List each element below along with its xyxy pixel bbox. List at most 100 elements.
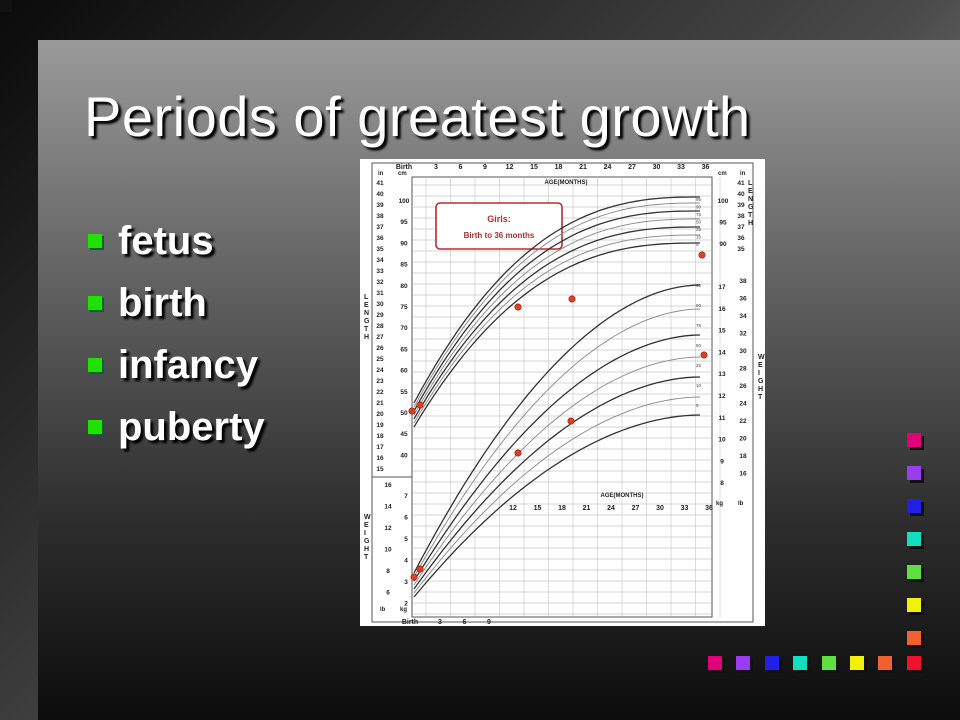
lower-axis-tick-label: 30: [656, 505, 664, 512]
lower-left-lb-tick: 12: [384, 525, 392, 532]
left-inch-tick: 24: [376, 367, 384, 374]
right-lb-tick: 26: [739, 383, 747, 390]
left-inch-tick: 39: [376, 202, 384, 209]
bottom-axis-tick-label: Birth: [402, 619, 418, 626]
weight-percentile-curve: [413, 396, 701, 594]
bullet-square-icon: [88, 234, 102, 248]
measurement-point: [700, 351, 708, 359]
top-axis-tick-label: 18: [555, 164, 563, 171]
unit-label: cm: [398, 171, 407, 177]
left-cm-tick: 95: [400, 219, 408, 226]
top-axis-tick-label: 15: [530, 164, 538, 171]
left-inch-tick: 18: [376, 433, 384, 440]
right-lb-tick: 20: [739, 436, 747, 443]
lower-axis-tick-label: 33: [681, 505, 689, 512]
unit-label: kg: [716, 501, 723, 507]
length-percentile-curve: [413, 218, 700, 416]
right-lb-tick: 16: [739, 471, 747, 478]
percentile-label: 5: [696, 242, 699, 247]
decor-square: [907, 631, 921, 645]
measurement-point: [568, 295, 576, 303]
right-inch-tick: 38: [737, 213, 745, 220]
bullet-text: puberty: [118, 404, 265, 449]
callout-box: [435, 202, 563, 250]
right-lb-tick: 24: [739, 401, 747, 408]
measurement-point: [408, 407, 416, 415]
measurement-point: [416, 565, 424, 573]
top-axis-tick-label: 24: [604, 164, 612, 171]
unit-label: lb: [380, 607, 386, 613]
unit-label: lb: [738, 501, 744, 507]
measurement-point: [698, 251, 706, 259]
right-inch-tick: 37: [737, 224, 745, 231]
left-inch-tick: 37: [376, 224, 384, 231]
percentile-label: 10: [696, 235, 702, 240]
measurement-point: [514, 303, 522, 311]
lower-axis-tick-label: 15: [534, 505, 542, 512]
callout-title: Girls:: [487, 214, 511, 224]
right-kg-tick: 10: [718, 437, 726, 444]
left-inch-tick: 40: [376, 191, 384, 198]
left-inch-tick: 38: [376, 213, 384, 220]
decor-square: [793, 656, 808, 670]
bullet-item: puberty: [88, 396, 265, 458]
right-kg-tick: 8: [720, 480, 724, 487]
length-percentile-curve: [413, 234, 700, 424]
decor-square: [907, 499, 921, 513]
left-inch-tick: 16: [376, 455, 384, 462]
left-inch-tick: 31: [376, 290, 384, 297]
right-inch-tick: 39: [737, 202, 745, 209]
right-kg-tick: 12: [718, 393, 726, 400]
left-inch-tick: 17: [376, 444, 384, 451]
left-inch-tick: 22: [376, 389, 384, 396]
left-cm-tick: 65: [400, 346, 408, 353]
left-cm-tick: 90: [400, 240, 408, 247]
left-cm-tick: 80: [400, 283, 408, 290]
decor-square: [907, 433, 921, 447]
left-cm-tick: 70: [400, 325, 408, 332]
right-inch-tick: 36: [737, 235, 745, 242]
right-kg-tick: 17: [718, 284, 726, 291]
right-inch-tick: 35: [737, 246, 745, 253]
corner-mark: [0, 0, 12, 12]
bullet-item: fetus: [88, 210, 265, 272]
lower-left-kg-tick: 7: [404, 493, 408, 500]
left-inch-tick: 34: [376, 257, 384, 264]
decor-square: [907, 532, 921, 546]
percentile-label: 25: [696, 227, 702, 232]
lower-axis-tick-label: 36: [705, 505, 713, 512]
length-percentile-curve: [413, 210, 700, 412]
decor-square: [907, 565, 921, 579]
right-kg-tick: 11: [719, 415, 726, 422]
length-percentile-curve: [413, 242, 700, 428]
lower-axis-tick-label: 12: [509, 505, 517, 512]
top-axis-tick-label: 9: [483, 164, 487, 171]
right-kg-tick: 13: [718, 371, 726, 378]
slide-title: Periods of greatest growth: [84, 85, 751, 148]
percentile-label: 75: [696, 323, 702, 328]
right-lb-tick: 28: [739, 366, 747, 373]
left-cm-tick: 75: [400, 304, 408, 311]
bottom-axis-tick-label: 6: [463, 619, 467, 626]
top-axis-tick-label: 30: [653, 164, 661, 171]
lower-left-kg-tick: 3: [404, 579, 408, 586]
left-cm-tick: 100: [399, 198, 410, 205]
percentile-label: 90: [696, 303, 702, 308]
left-inch-tick: 36: [376, 235, 384, 242]
weight-percentile-curve: [413, 414, 701, 598]
measurement-point: [567, 417, 575, 425]
percentile-label: 25: [696, 363, 702, 368]
length-percentile-curve: [413, 196, 700, 404]
measurement-point: [514, 449, 522, 457]
top-axis-tick-label: 33: [677, 164, 685, 171]
lower-left-lb-tick: 8: [386, 568, 390, 575]
unit-label: in: [378, 171, 384, 177]
left-inch-tick: 32: [376, 279, 384, 286]
axis-title: AGE(MONTHS): [545, 180, 588, 186]
percentile-label: 50: [696, 220, 702, 225]
growth-chart-image: Birth 3 6 9 12 15 18 21 24 27 30 33 36 AGE(MONTHS) in c…: [360, 159, 765, 626]
unit-label: cm: [718, 171, 727, 177]
bullet-square-icon: [88, 358, 102, 372]
